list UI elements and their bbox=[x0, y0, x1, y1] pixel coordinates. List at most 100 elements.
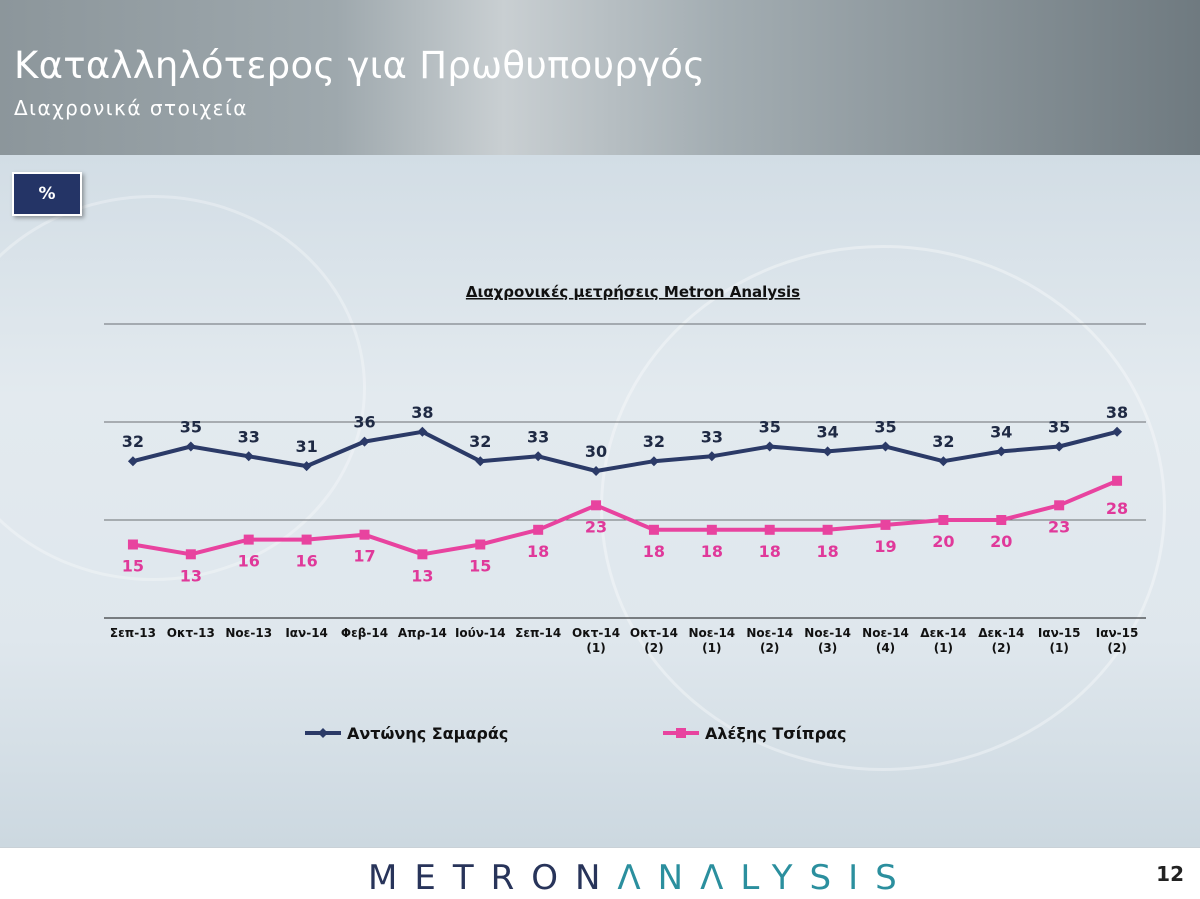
data-label: 28 bbox=[1106, 499, 1128, 518]
x-tick-label: Νοε-13 bbox=[225, 626, 272, 640]
data-point-marker bbox=[359, 529, 370, 540]
x-tick-label: Ιαν-15 bbox=[1038, 626, 1081, 640]
data-point-marker bbox=[1112, 475, 1123, 486]
data-point-marker bbox=[1054, 441, 1065, 452]
data-label: 23 bbox=[585, 517, 607, 536]
slide-title: Καταλληλότερος για Πρωθυπουργός bbox=[14, 44, 706, 87]
x-tick-label: (2) bbox=[644, 641, 663, 655]
data-point-marker bbox=[706, 524, 717, 535]
x-tick-label: Σεπ-14 bbox=[515, 626, 561, 640]
percent-badge: % bbox=[12, 172, 82, 216]
data-label: 18 bbox=[759, 542, 781, 561]
data-point-marker bbox=[301, 461, 312, 472]
data-point-marker bbox=[591, 500, 602, 511]
slide-subtitle: Διαχρονικά στοιχεία bbox=[14, 96, 248, 120]
x-tick-label: Σεπ-13 bbox=[110, 626, 156, 640]
x-tick-label: Απρ-14 bbox=[398, 626, 447, 640]
legend-marker bbox=[318, 728, 328, 738]
data-point-marker bbox=[127, 539, 138, 550]
data-point-marker bbox=[533, 451, 544, 462]
data-point-marker bbox=[127, 456, 138, 467]
data-label: 32 bbox=[932, 432, 954, 451]
data-point-marker bbox=[475, 539, 486, 550]
data-label: 13 bbox=[411, 566, 433, 585]
data-label: 35 bbox=[180, 418, 202, 437]
data-point-marker bbox=[185, 549, 196, 560]
data-label: 19 bbox=[874, 537, 896, 556]
x-tick-label: Νοε-14 bbox=[804, 626, 851, 640]
data-point-marker bbox=[475, 456, 486, 467]
data-label: 35 bbox=[1048, 418, 1070, 437]
data-point-marker bbox=[648, 524, 659, 535]
x-tick-label: Οκτ-14 bbox=[572, 626, 620, 640]
data-label: 17 bbox=[353, 547, 375, 566]
data-label: 18 bbox=[527, 542, 549, 561]
x-tick-label: (1) bbox=[702, 641, 721, 655]
x-tick-label: Ιαν-14 bbox=[285, 626, 328, 640]
data-point-marker bbox=[822, 524, 833, 535]
data-label: 18 bbox=[701, 542, 723, 561]
data-point-marker bbox=[996, 446, 1007, 457]
data-label: 15 bbox=[469, 557, 491, 576]
x-tick-label: Οκτ-14 bbox=[630, 626, 678, 640]
data-label: 18 bbox=[816, 542, 838, 561]
data-point-marker bbox=[822, 446, 833, 457]
data-point-marker bbox=[417, 426, 428, 437]
data-label: 36 bbox=[353, 413, 375, 432]
data-point-marker bbox=[417, 549, 428, 560]
data-label: 18 bbox=[643, 542, 665, 561]
data-label: 35 bbox=[759, 418, 781, 437]
x-tick-label: Δεκ-14 bbox=[978, 626, 1024, 640]
brand-part-2: ΛNΛLYSIS bbox=[617, 858, 914, 898]
data-label: 34 bbox=[816, 422, 838, 441]
legend-marker bbox=[676, 728, 686, 738]
x-tick-label: Φεβ-14 bbox=[341, 626, 388, 640]
data-point-marker bbox=[243, 534, 254, 545]
data-label: 23 bbox=[1048, 517, 1070, 536]
data-label: 33 bbox=[701, 427, 723, 446]
data-point-marker bbox=[880, 519, 891, 530]
data-label: 31 bbox=[295, 437, 317, 456]
x-tick-label: (1) bbox=[934, 641, 953, 655]
data-label: 34 bbox=[990, 422, 1012, 441]
data-point-marker bbox=[706, 451, 717, 462]
data-label: 35 bbox=[874, 418, 896, 437]
x-tick-label: Νοε-14 bbox=[689, 626, 736, 640]
legend-label: Αντώνης Σαμαράς bbox=[347, 724, 508, 743]
data-label: 38 bbox=[1106, 403, 1128, 422]
data-label: 32 bbox=[643, 432, 665, 451]
data-label: 20 bbox=[932, 532, 954, 551]
data-point-marker bbox=[764, 441, 775, 452]
data-point-marker bbox=[938, 456, 949, 467]
data-label: 16 bbox=[295, 552, 317, 571]
x-tick-label: (4) bbox=[876, 641, 895, 655]
series-line-1 bbox=[132, 429, 1118, 473]
series-line-2 bbox=[132, 478, 1118, 557]
data-point-marker bbox=[359, 436, 370, 447]
page-number: 12 bbox=[1156, 862, 1184, 886]
x-tick-label: Δεκ-14 bbox=[920, 626, 966, 640]
data-point-marker bbox=[938, 515, 949, 525]
data-label: 15 bbox=[122, 557, 144, 576]
data-label: 33 bbox=[527, 427, 549, 446]
data-label: 32 bbox=[122, 432, 144, 451]
data-point-marker bbox=[591, 466, 602, 476]
data-point-marker bbox=[185, 441, 196, 452]
data-label: 13 bbox=[180, 566, 202, 585]
data-point-marker bbox=[764, 524, 775, 535]
data-label: 30 bbox=[585, 442, 607, 461]
x-tick-label: Ιαν-15 bbox=[1096, 626, 1139, 640]
data-label: 38 bbox=[411, 403, 433, 422]
x-tick-label: (2) bbox=[1107, 641, 1126, 655]
x-tick-label: (1) bbox=[1050, 641, 1069, 655]
data-point-marker bbox=[1112, 426, 1123, 437]
data-point-marker bbox=[533, 524, 544, 535]
x-tick-label: Νοε-14 bbox=[746, 626, 793, 640]
data-point-marker bbox=[880, 441, 891, 452]
x-tick-label: (2) bbox=[992, 641, 1011, 655]
chart-title: Διαχρονικές μετρήσεις Metron Analysis bbox=[466, 283, 800, 301]
data-label: 33 bbox=[238, 427, 260, 446]
x-tick-label: Ιούν-14 bbox=[455, 626, 506, 640]
data-point-marker bbox=[301, 534, 312, 545]
